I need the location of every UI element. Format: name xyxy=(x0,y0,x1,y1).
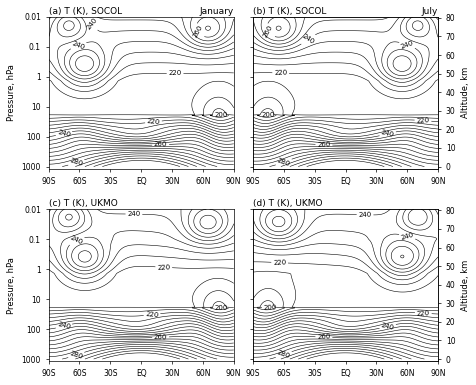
Text: 240: 240 xyxy=(57,321,71,330)
Text: 200: 200 xyxy=(263,304,277,311)
Text: January: January xyxy=(199,7,233,16)
Text: 260: 260 xyxy=(191,24,203,39)
Text: 220: 220 xyxy=(146,118,160,126)
Text: 240: 240 xyxy=(380,129,394,138)
Text: 240: 240 xyxy=(127,211,140,217)
Text: 220: 220 xyxy=(272,259,286,266)
Text: 240: 240 xyxy=(69,234,84,246)
Text: July: July xyxy=(421,7,437,16)
Text: 280: 280 xyxy=(69,157,83,167)
Text: 200: 200 xyxy=(214,305,228,311)
Text: 260: 260 xyxy=(154,141,167,148)
Text: 280: 280 xyxy=(276,350,290,360)
Y-axis label: Altitude, km: Altitude, km xyxy=(460,67,469,119)
Text: 260: 260 xyxy=(262,24,274,39)
Text: 240: 240 xyxy=(71,40,85,50)
Y-axis label: Pressure, hPa: Pressure, hPa xyxy=(7,64,16,121)
Text: 240: 240 xyxy=(57,129,71,138)
Text: 240: 240 xyxy=(357,211,371,218)
Text: 240: 240 xyxy=(399,40,414,50)
Text: 280: 280 xyxy=(276,157,290,167)
Text: (b) T (K), SOCOL: (b) T (K), SOCOL xyxy=(252,7,326,16)
Text: 240: 240 xyxy=(300,33,315,45)
Text: 260: 260 xyxy=(317,141,330,148)
Text: 280: 280 xyxy=(69,350,83,360)
Text: 240: 240 xyxy=(399,232,414,241)
Y-axis label: Pressure, hPa: Pressure, hPa xyxy=(7,257,16,314)
Text: (c) T (K), UKMO: (c) T (K), UKMO xyxy=(49,199,117,208)
Text: 220: 220 xyxy=(168,70,181,77)
Text: 220: 220 xyxy=(157,264,170,271)
Text: 220: 220 xyxy=(415,117,429,124)
Text: (d) T (K), UKMO: (d) T (K), UKMO xyxy=(252,199,322,208)
Text: 260: 260 xyxy=(317,334,330,340)
Text: (a) T (K), SOCOL: (a) T (K), SOCOL xyxy=(49,7,121,16)
Text: 220: 220 xyxy=(416,310,429,316)
Text: 220: 220 xyxy=(145,311,159,318)
Text: 220: 220 xyxy=(273,70,287,76)
Text: 240: 240 xyxy=(86,17,99,30)
Y-axis label: Altitude, km: Altitude, km xyxy=(460,260,469,311)
Text: 240: 240 xyxy=(380,322,394,331)
Text: 200: 200 xyxy=(214,112,228,118)
Text: 260: 260 xyxy=(154,334,167,341)
Text: 200: 200 xyxy=(261,112,275,118)
